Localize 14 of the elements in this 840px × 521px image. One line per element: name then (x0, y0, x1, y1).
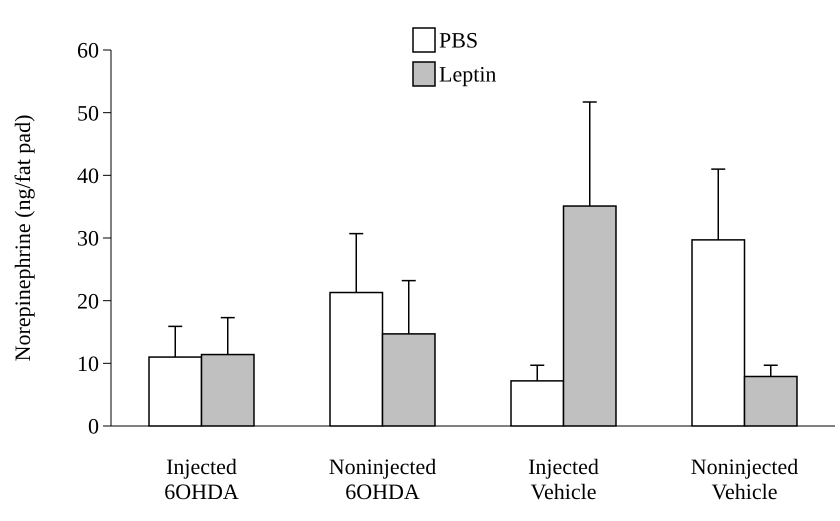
y-axis-title: Norepinephrine (ng/fat pad) (10, 114, 35, 362)
x-tick-label: Injected 6OHDA (164, 454, 239, 504)
y-tick-label: 40 (77, 163, 99, 188)
y-tick-label: 10 (77, 351, 99, 376)
x-tick-label: Injected Vehicle (528, 454, 599, 504)
x-tick-label: Noninjected Vehicle (690, 454, 798, 504)
y-tick-label: 50 (77, 100, 99, 126)
y-tick-label: 30 (77, 226, 99, 251)
legend-label: PBS (439, 28, 478, 53)
legend-label: Leptin (439, 62, 496, 87)
y-tick-label: 20 (77, 288, 99, 314)
y-tick-label: 60 (77, 38, 99, 63)
y-tick-label: 0 (88, 414, 99, 439)
x-tick-label: Noninjected 6OHDA (328, 454, 436, 504)
